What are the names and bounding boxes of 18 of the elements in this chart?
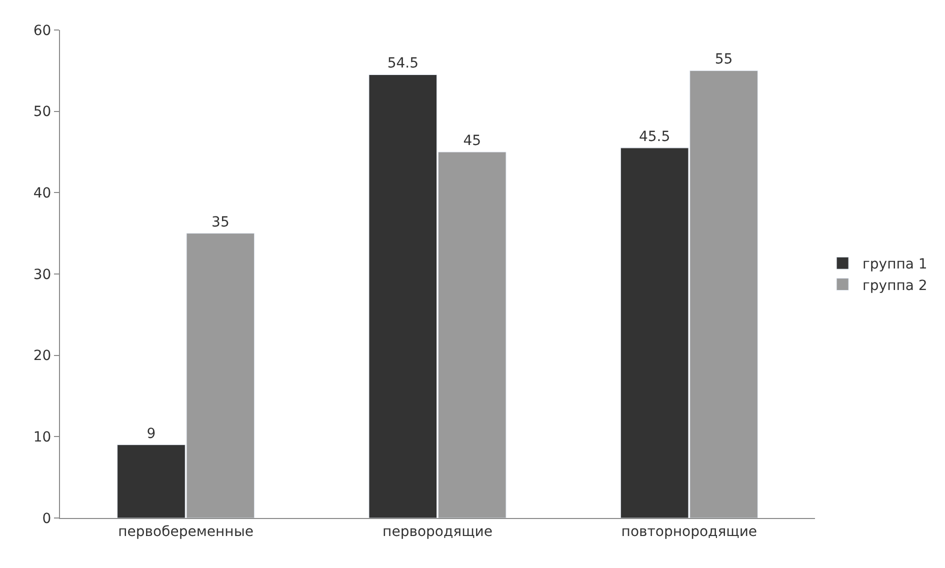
data-label: 45.5 [638, 128, 670, 145]
data-label: 54.5 [387, 56, 418, 72]
y-tick-label: 50 [33, 104, 52, 120]
data-label: 35 [212, 214, 230, 230]
x-tick-label: повторнородящие [621, 524, 758, 540]
data-label: 55 [714, 52, 733, 68]
x-tick-label: первобеременные [118, 524, 254, 540]
legend-label: группа 2 [862, 278, 928, 294]
x-tick-label: первородящие [382, 524, 492, 540]
y-tick-label: 20 [33, 348, 52, 364]
y-tick-label: 10 [33, 430, 52, 446]
y-tick-label: 40 [33, 186, 52, 202]
data-label: 9 [146, 426, 156, 442]
y-tick-label: 30 [33, 266, 52, 283]
legend-label: группа 1 [862, 256, 928, 273]
data-label: 45 [463, 133, 482, 149]
y-tick-label: 60 [33, 22, 52, 39]
y-tick-label: 0 [42, 510, 52, 527]
